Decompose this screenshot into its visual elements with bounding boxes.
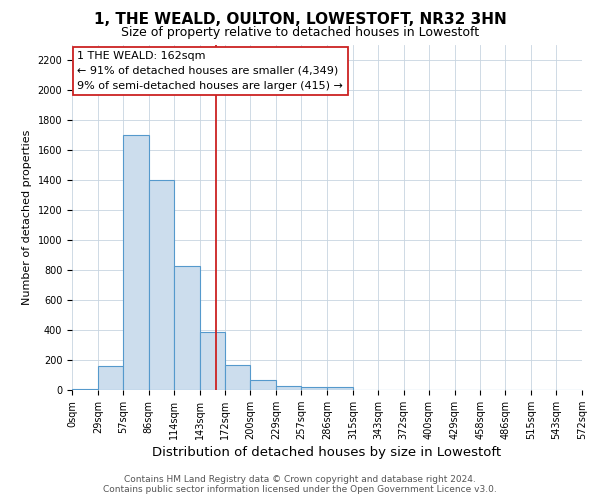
Bar — [226, 365, 250, 390]
X-axis label: Distribution of detached houses by size in Lowestoft: Distribution of detached houses by size … — [152, 446, 502, 459]
Bar — [149, 180, 173, 390]
Bar — [72, 389, 98, 390]
Text: 1, THE WEALD, OULTON, LOWESTOFT, NR32 3HN: 1, THE WEALD, OULTON, LOWESTOFT, NR32 3H… — [94, 12, 506, 28]
Bar — [327, 387, 353, 390]
Bar — [250, 380, 276, 390]
Bar — [98, 366, 123, 390]
Bar — [301, 387, 327, 390]
Bar — [173, 266, 199, 390]
Bar — [123, 135, 149, 390]
Text: Size of property relative to detached houses in Lowestoft: Size of property relative to detached ho… — [121, 26, 479, 39]
Y-axis label: Number of detached properties: Number of detached properties — [22, 130, 32, 305]
Text: 1 THE WEALD: 162sqm
← 91% of detached houses are smaller (4,349)
9% of semi-deta: 1 THE WEALD: 162sqm ← 91% of detached ho… — [77, 51, 343, 90]
Text: Contains HM Land Registry data © Crown copyright and database right 2024.
Contai: Contains HM Land Registry data © Crown c… — [103, 474, 497, 494]
Bar — [199, 332, 226, 390]
Bar — [276, 386, 301, 390]
